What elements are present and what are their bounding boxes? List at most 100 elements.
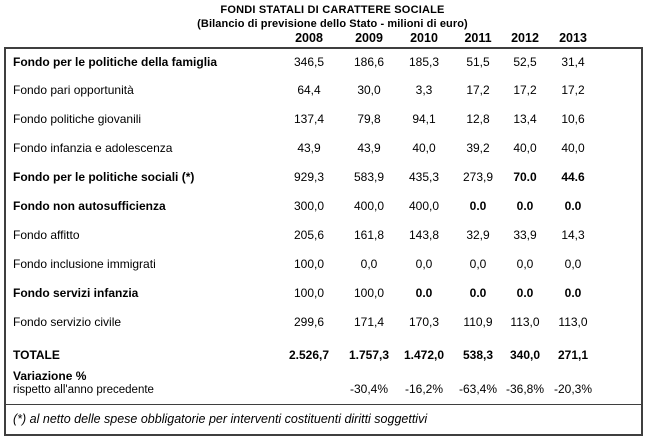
row-label: Fondo pari opportunità [13,83,134,97]
spacer-cell [601,251,642,280]
cell-value: 100,0 [353,286,385,300]
cell-value: 79,8 [357,112,381,126]
spacer-cell [601,164,642,193]
cell-value: 170,3 [408,315,440,329]
cell-value: 43,9 [357,141,381,155]
cell-value: 0,0 [360,257,378,271]
year-header: 2012 [511,31,539,45]
cell-value: 17,2 [466,83,490,97]
total-value: 340,0 [509,348,541,362]
cell-value: 39,2 [466,141,490,155]
spacer-cell [601,48,642,77]
table-row: Fondo affitto 205,6 161,8 143,8 32,9 33,… [5,222,642,251]
cell-value: 137,4 [293,112,325,126]
spacer-cell [601,77,642,106]
variation-value: -63,4% [458,382,498,396]
row-label: Fondo inclusione immigrati [13,257,156,271]
variation-value: -36,8% [506,382,545,396]
cell-value: 40,0 [561,141,585,155]
funds-table: 2008 2009 2010 2011 2012 2013 Fondo per … [4,31,643,436]
cell-value: 205,6 [293,228,325,242]
cell-value: 0.0 [564,286,582,300]
table-row: Fondo infanzia e adolescenza 43,9 43,9 4… [5,135,642,164]
variation-value: -20,3% [553,382,593,396]
variation-label-line2: rispetto all'anno precedente [13,384,154,396]
footnote-text: (*) al netto delle spese obbligatorie pe… [5,404,642,435]
spacer-cell [601,222,642,251]
cell-value: 300,0 [293,199,325,213]
table-row: Fondo politiche giovanili 137,4 79,8 94,… [5,106,642,135]
total-value: 1.757,3 [348,348,390,362]
cell-value: 64,4 [297,83,321,97]
cell-value: 44.6 [561,170,585,184]
cell-value: 0.0 [516,286,534,300]
cell-value: 0,0 [516,257,534,271]
cell-value: 161,8 [353,228,385,242]
cell-value: 0.0 [564,199,582,213]
cell-value: 51,5 [466,55,490,69]
cell-value: 185,3 [408,55,440,69]
variation-label-line1: Variazione % [13,369,87,383]
cell-value: 0,0 [469,257,487,271]
cell-value: 171,4 [353,315,385,329]
variation-value: -16,2% [404,382,444,396]
total-row: TOTALE 2.526,7 1.757,3 1.472,0 538,3 340… [5,338,642,363]
cell-value: 3,3 [415,83,433,97]
cell-value: 52,5 [513,55,537,69]
spacer-cell [601,193,642,222]
variation-label: Variazione % rispetto all'anno precedent… [5,363,277,405]
cell-value: 32,9 [466,228,490,242]
spacer-cell [601,363,642,405]
page-subtitle: (Bilancio di previsione dello Stato - mi… [197,18,468,30]
cell-value: 0.0 [469,286,487,300]
cell-value: 40,0 [513,141,537,155]
cell-value: 0.0 [415,286,433,300]
cell-value: 273,9 [462,170,494,184]
cell-value: 0,0 [415,257,433,271]
row-label: Fondo servizi infanzia [13,286,139,300]
total-value: 538,3 [462,348,494,362]
row-label: Fondo affitto [13,228,80,242]
variation-value [277,363,341,405]
row-label: Fondo non autosufficienza [13,199,166,213]
spacer-cell [601,135,642,164]
header-spacer [5,31,277,48]
row-label: Fondo per le politiche sociali (*) [13,170,195,184]
cell-value: 12,8 [466,112,490,126]
cell-value: 40,0 [412,141,436,155]
spacer-cell [601,309,642,338]
cell-value: 94,1 [412,112,436,126]
year-header: 2013 [559,31,587,45]
cell-value: 70.0 [513,170,537,184]
cell-value: 43,9 [297,141,321,155]
year-header-row: 2008 2009 2010 2011 2012 2013 [5,31,642,48]
row-label: Fondo per le politiche della famiglia [13,55,218,69]
cell-value: 10,6 [561,112,585,126]
cell-value: 0,0 [564,257,582,271]
cell-value: 400,0 [353,199,385,213]
total-value: 1.472,0 [403,348,445,362]
footnote-row: (*) al netto delle spese obbligatorie pe… [5,404,642,435]
page-title: FONDI STATALI DI CARATTERE SOCIALE [220,4,445,16]
year-header: 2008 [295,31,323,45]
spacer-cell [601,106,642,135]
row-label: Fondo politiche giovanili [13,112,142,126]
table-row: Fondo per le politiche della famiglia 34… [5,48,642,77]
total-value: 271,1 [557,348,589,362]
cell-value: 17,2 [561,83,585,97]
table-row: Fondo pari opportunità 64,4 30,0 3,3 17,… [5,77,642,106]
spacer-cell [601,338,642,363]
cell-value: 100,0 [293,286,325,300]
header-spacer [601,31,642,48]
cell-value: 14,3 [561,228,585,242]
cell-value: 435,3 [408,170,440,184]
spacer-cell [601,280,642,309]
total-label: TOTALE [13,348,60,362]
cell-value: 110,9 [463,315,493,329]
cell-value: 31,4 [561,55,585,69]
variation-value: -30,4% [349,382,389,396]
cell-value: 299,6 [293,315,325,329]
cell-value: 0.0 [469,199,487,213]
cell-value: 400,0 [408,199,440,213]
cell-value: 113,0 [558,315,588,329]
